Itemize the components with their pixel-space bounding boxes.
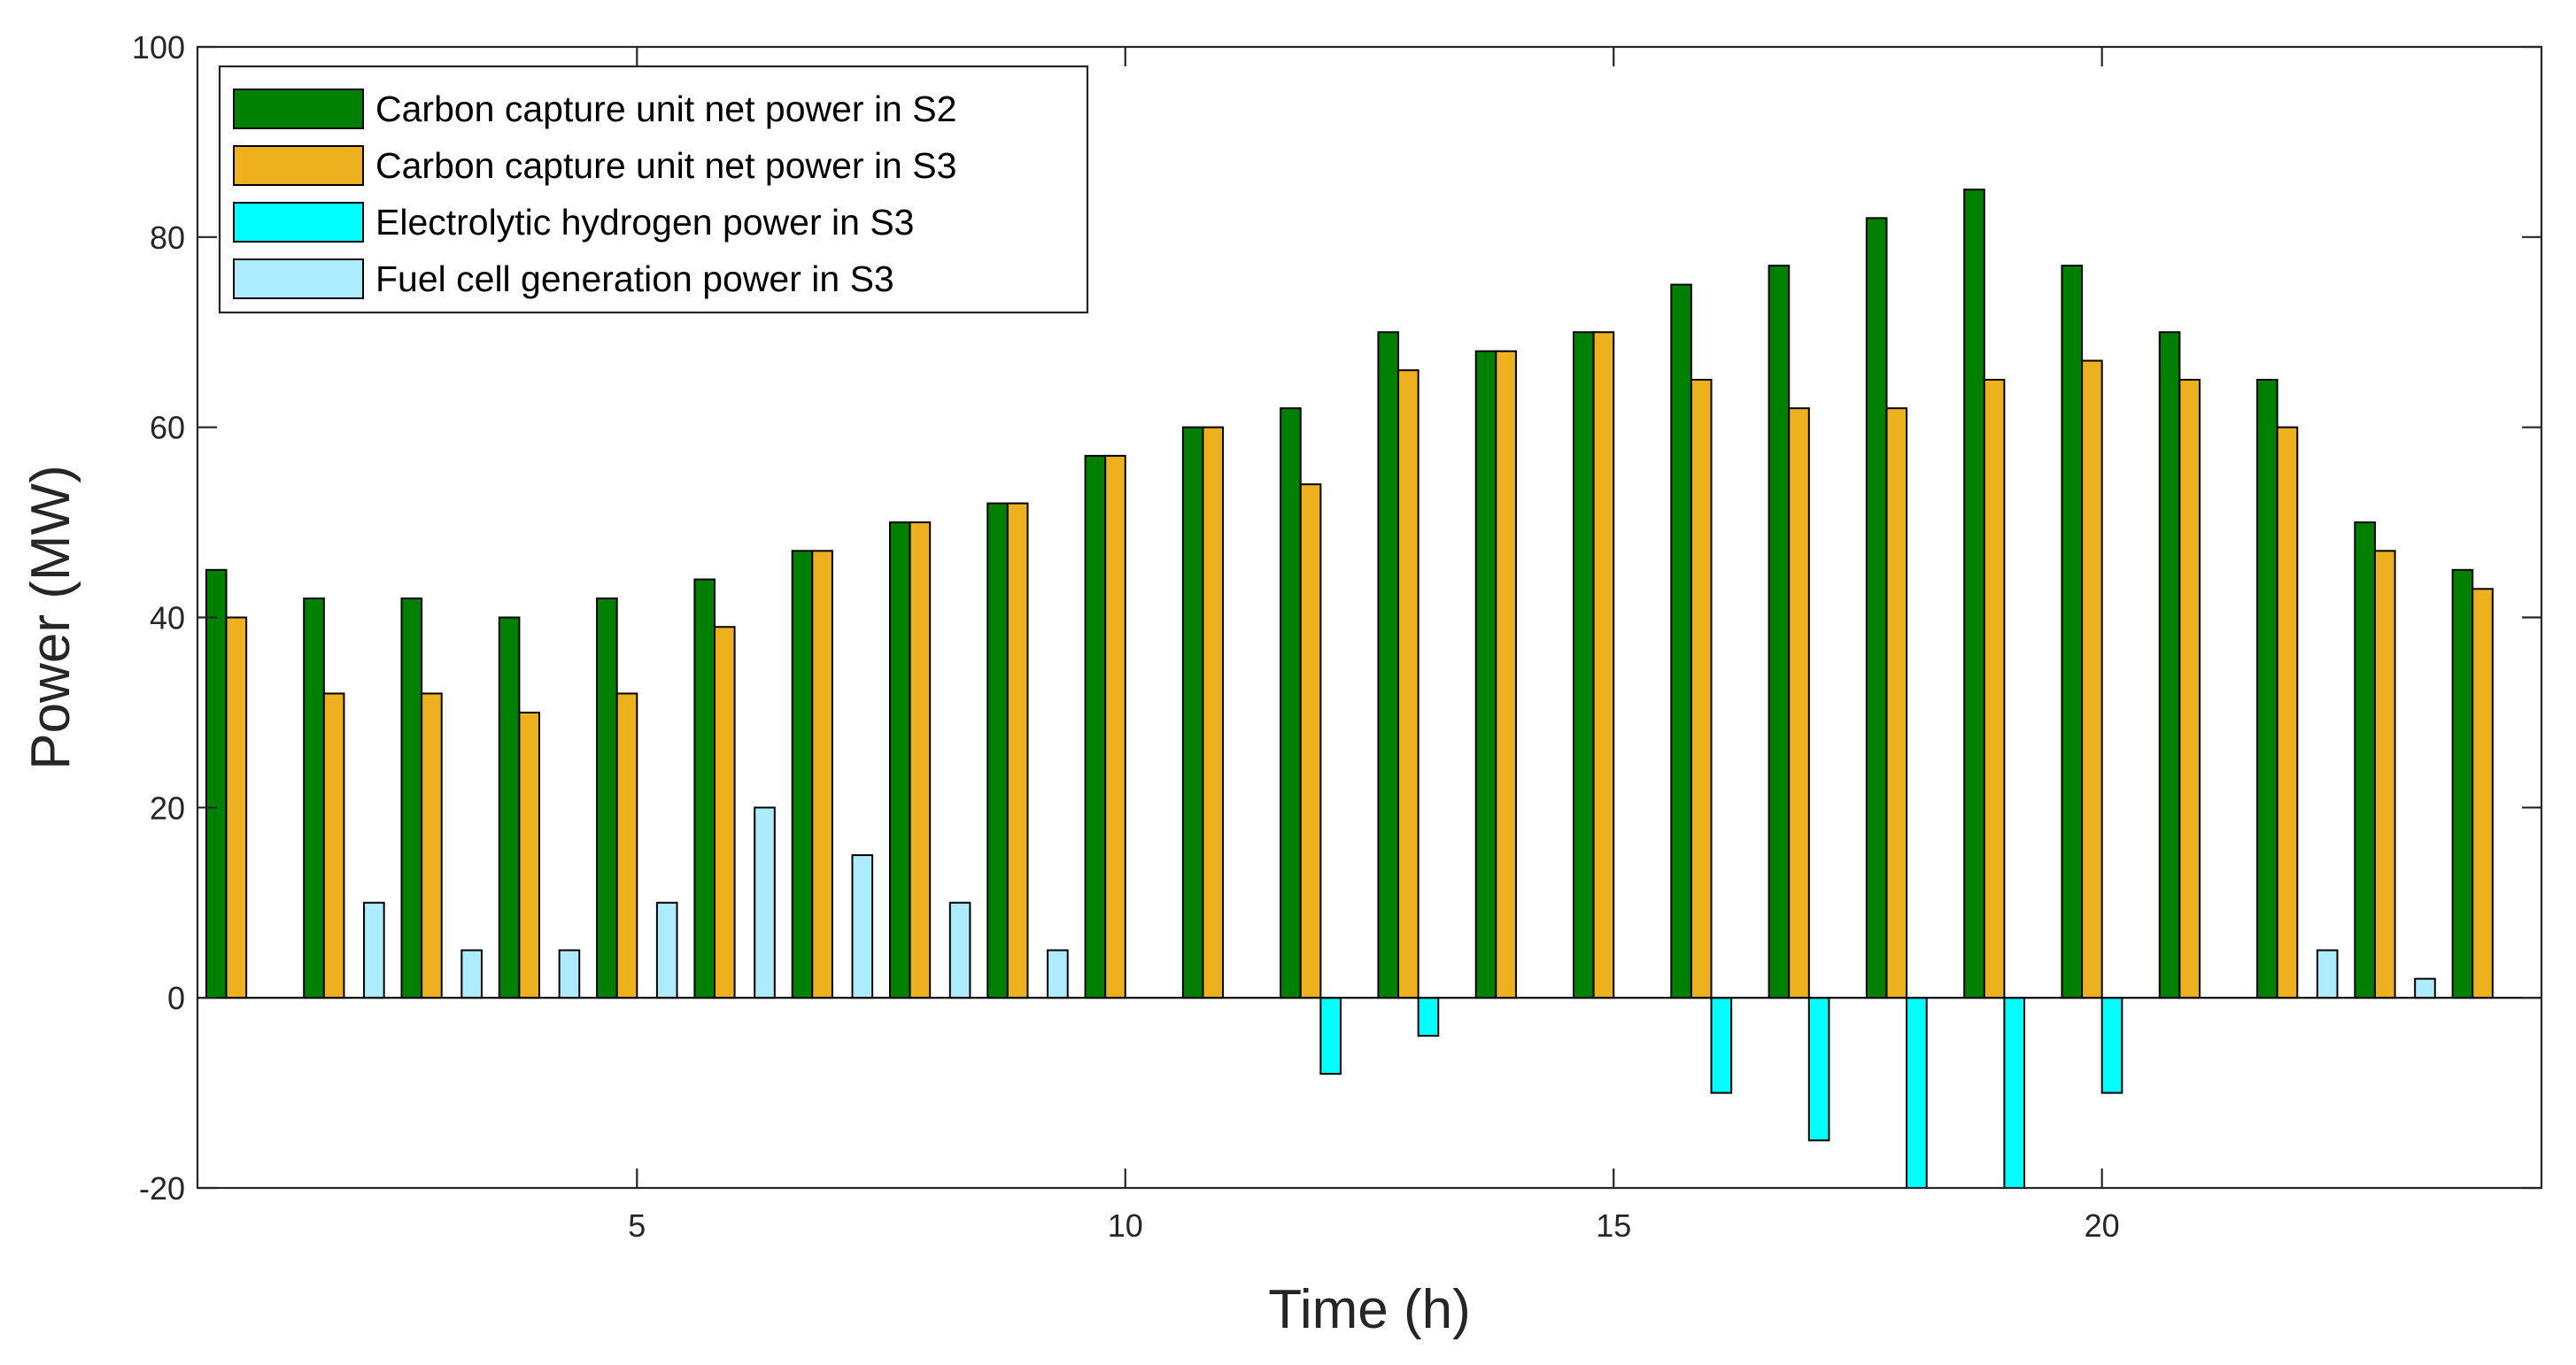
bar-s1-t21 [2158,331,2181,999]
bar-s4-t7 [851,854,874,999]
y-tick-label: 20 [150,790,185,826]
bar-s1-t22 [2256,378,2278,999]
bar-s2-t5 [615,692,638,999]
x-tick-label: 5 [628,1207,646,1244]
bar-s4-t5 [655,901,678,999]
bar-s4-t4 [558,949,581,999]
legend: Carbon capture unit net power in S2 Carbo… [218,65,1089,314]
legend-box [218,65,1089,314]
bar-s1-t5 [596,598,618,999]
bar-s1-t17 [1768,265,1791,999]
bar-s4-t22 [2316,949,2339,999]
bar-s1-t12 [1280,407,1302,999]
bar-s3-t20 [2100,997,2123,1094]
bar-s1-t19 [1963,189,1985,999]
axes-layer: -20 0 20 40 60 80 100 5 10 15 20 Time (h) Power (MW) [20,29,2543,1340]
bar-s3-t16 [1710,997,1733,1094]
bar-s1-t11 [1181,426,1204,999]
bar-s2-t11 [1202,426,1225,999]
bar-s1-t23 [2354,521,2376,999]
x-axis-title: Time (h) [1268,1279,1470,1340]
bar-s1-t2 [303,598,325,999]
x-tick-label: 10 [1108,1207,1143,1244]
bar-s2-t14 [1495,350,1517,999]
bar-s2-t6 [713,626,736,999]
bar-s1-t24 [2451,568,2474,999]
bar-s2-t16 [1690,378,1713,999]
bar-s1-t20 [2061,265,2084,999]
bar-s2-t2 [322,692,345,999]
bar-s3-t17 [1807,997,1830,1142]
bar-s3-t12 [1319,997,1342,1076]
bar-s2-t24 [2472,588,2494,999]
x-tick-label: 20 [2085,1207,2120,1244]
legend-swatch [233,258,364,299]
y-tick-label: -20 [139,1170,185,1207]
y-axis-title: Power (MW) [20,465,81,769]
bar-s2-t1 [225,616,248,999]
bar-s2-t8 [909,521,932,999]
bar-s2-t23 [2373,550,2396,999]
bar-s2-t12 [1299,483,1322,999]
y-tick-label: 60 [150,410,185,446]
bar-s2-t10 [1104,454,1126,999]
legend-swatch [233,202,364,243]
bar-s2-t7 [811,550,833,999]
bar-s3-t13 [1417,997,1440,1037]
bar-s4-t2 [363,901,385,999]
bar-s1-t9 [986,502,1009,999]
bar-s4-t9 [1047,949,1069,999]
bar-s2-t15 [1592,331,1615,999]
bar-s2-t21 [2178,378,2201,999]
bar-s4-t8 [948,901,971,999]
legend-swatch [233,145,364,186]
bar-s2-t17 [1788,407,1810,999]
x-tick-label: 15 [1596,1207,1631,1244]
bar-s2-t13 [1397,369,1420,999]
bar-s3-t18 [1906,997,1928,1190]
legend-swatch [233,89,364,129]
bar-s4-t6 [754,806,776,999]
bar-s2-t4 [518,711,541,999]
bar-s1-t14 [1474,350,1497,999]
legend-label: Carbon capture unit net power in S2 [375,89,956,129]
y-tick-label: 100 [132,29,185,66]
bar-s1-t1 [205,568,228,999]
bar-s1-t3 [400,598,423,999]
bar-s2-t19 [1983,378,2006,999]
bar-s1-t16 [1670,283,1692,999]
bar-s2-t3 [421,692,443,999]
bar-s1-t18 [1865,217,1888,999]
bar-s1-t10 [1084,454,1107,999]
bar-s1-t15 [1573,331,1595,999]
bar-s2-t9 [1006,502,1029,999]
bars-layer [205,189,2494,1190]
bar-s2-t22 [2276,426,2299,999]
bar-s4-t3 [460,949,483,999]
bar-s1-t4 [498,616,521,999]
bar-s2-t18 [1885,407,1908,999]
y-tick-label: 0 [167,980,185,1016]
bar-s1-t13 [1377,331,1400,999]
y-tick-label: 40 [150,600,185,636]
bar-s4-t23 [2414,977,2436,999]
bar-s1-t8 [888,521,911,999]
legend-label: Electrolytic hydrogen power in S3 [375,202,914,243]
bar-s1-t7 [791,550,814,999]
legend-label: Carbon capture unit net power in S3 [375,145,956,186]
bar-s1-t6 [693,578,716,999]
bar-s2-t20 [2081,359,2103,999]
y-tick-label: 80 [150,220,185,256]
legend-label: Fuel cell generation power in S3 [375,258,894,299]
bar-s3-t19 [2003,997,2026,1190]
